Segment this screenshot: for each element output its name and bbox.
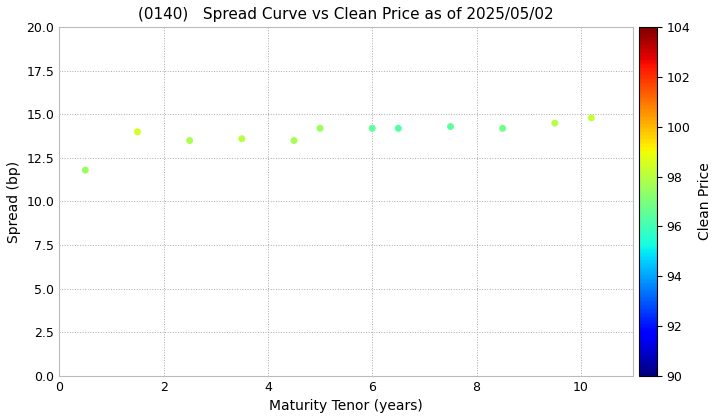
- Point: [366, 125, 378, 131]
- Y-axis label: Spread (bp): Spread (bp): [7, 160, 21, 242]
- Point: [315, 125, 326, 131]
- Point: [497, 125, 508, 131]
- Point: [184, 137, 195, 144]
- Point: [585, 115, 597, 121]
- Point: [549, 120, 561, 126]
- Point: [288, 137, 300, 144]
- Point: [79, 167, 91, 173]
- Y-axis label: Clean Price: Clean Price: [698, 163, 713, 240]
- Title: (0140)   Spread Curve vs Clean Price as of 2025/05/02: (0140) Spread Curve vs Clean Price as of…: [138, 7, 554, 22]
- Point: [392, 125, 404, 131]
- Point: [445, 123, 456, 130]
- Point: [132, 129, 143, 135]
- Point: [236, 135, 248, 142]
- X-axis label: Maturity Tenor (years): Maturity Tenor (years): [269, 399, 423, 413]
